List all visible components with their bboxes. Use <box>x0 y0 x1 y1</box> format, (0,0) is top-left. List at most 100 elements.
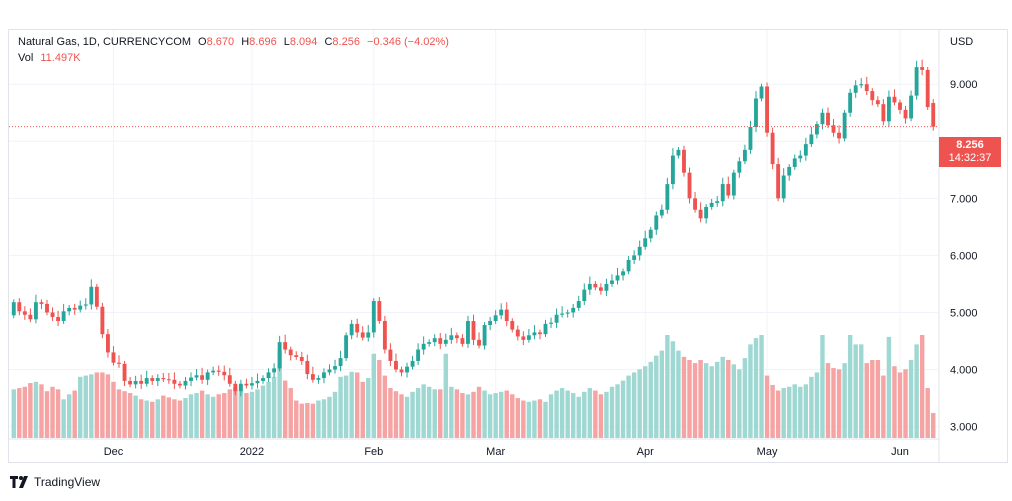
volume-bar <box>781 388 786 438</box>
tradingview-logo[interactable]: TradingView <box>10 475 100 489</box>
volume-bar <box>205 394 210 438</box>
volume-bar <box>537 399 543 438</box>
candle-body <box>161 378 166 380</box>
candle-body <box>682 149 686 173</box>
candle-body <box>200 375 205 380</box>
candle-body <box>892 96 897 103</box>
candle-body <box>310 374 315 380</box>
candle-body <box>521 336 526 340</box>
volume-bar <box>366 378 371 438</box>
candle-body <box>327 369 332 373</box>
volume-bar <box>210 396 216 438</box>
candle-body <box>394 360 398 370</box>
candle-body <box>255 380 260 384</box>
candle-body <box>920 67 925 70</box>
volume-bar <box>83 375 88 438</box>
volume-bar <box>809 376 814 438</box>
candle-body <box>189 377 193 381</box>
y-tick-label: 4.000 <box>950 365 978 377</box>
volume-bar <box>864 363 869 438</box>
volume-bar <box>199 390 205 438</box>
volume-bar <box>155 399 160 438</box>
volume-bar <box>892 366 897 438</box>
volume-bar <box>105 374 111 438</box>
x-tick-label: Dec <box>104 446 124 458</box>
candle-body <box>216 370 221 372</box>
candle-body <box>405 366 409 373</box>
candle-body <box>831 125 836 133</box>
volume-bar <box>559 388 565 438</box>
tradingview-logo-icon <box>10 476 28 488</box>
candle-body <box>765 86 770 133</box>
volume-bar <box>310 403 316 438</box>
high-label: H <box>241 36 250 48</box>
candle-body <box>133 380 138 385</box>
y-tick-label: 5.000 <box>950 307 978 319</box>
volume-bar <box>515 398 521 438</box>
volume-bar <box>111 381 116 438</box>
candle-body <box>803 144 808 156</box>
volume-bar <box>426 386 432 438</box>
volume-bar <box>798 386 803 438</box>
candle-body <box>305 360 310 375</box>
volume-bar <box>50 386 55 438</box>
candle-body <box>416 349 421 361</box>
candle-body <box>720 184 725 202</box>
x-tick-label: Jun <box>891 446 909 458</box>
candle-body <box>665 184 670 210</box>
volume-bar <box>377 359 382 438</box>
candle-body <box>45 303 49 313</box>
candle-body <box>715 201 720 203</box>
currency-label: USD <box>950 36 973 48</box>
candle-body <box>155 378 160 381</box>
volume-bar <box>759 335 764 438</box>
candle-body <box>349 323 354 336</box>
low-value: 8.094 <box>289 36 318 48</box>
candle-body <box>388 349 393 361</box>
x-tick-label: 2022 <box>240 446 264 458</box>
volume-bar <box>305 403 310 438</box>
candle-body <box>238 383 243 392</box>
candle-body <box>205 372 210 380</box>
volume-bar <box>548 394 554 438</box>
candle-body <box>621 271 625 276</box>
volume-bar <box>238 390 244 438</box>
candle-body <box>781 175 786 199</box>
candle-body <box>56 317 61 322</box>
candle-body <box>105 334 110 353</box>
volume-bar <box>100 372 105 438</box>
candle-body <box>443 339 448 344</box>
last-price-value: 8.256 <box>956 139 984 151</box>
volume-bar <box>11 389 16 438</box>
candle-body <box>881 104 886 122</box>
candle-body <box>410 360 415 367</box>
candle-body <box>67 307 72 312</box>
volume-bar <box>471 391 476 438</box>
candle-body <box>853 85 858 93</box>
volume-bar <box>770 384 775 438</box>
y-tick-label: 9.000 <box>950 79 978 91</box>
candle-body <box>438 338 443 344</box>
candle-body <box>233 383 238 392</box>
candle-body <box>128 380 133 385</box>
candle-body <box>543 323 548 335</box>
volume-bar <box>249 391 255 438</box>
candle-body <box>78 305 83 310</box>
volume-bar <box>244 393 249 438</box>
candle-body <box>598 287 603 291</box>
candle-body <box>693 198 697 210</box>
x-tick-label: Feb <box>364 446 383 458</box>
candle-body <box>532 332 537 336</box>
volume-bar <box>615 384 620 438</box>
volume-bar <box>460 393 465 438</box>
candle-body <box>687 172 692 199</box>
candle-body <box>222 371 227 376</box>
vol-label: Vol <box>18 52 34 64</box>
candle-body <box>549 322 553 324</box>
volume-bar <box>565 390 570 438</box>
candle-body <box>565 312 570 314</box>
volume-bar <box>166 397 172 438</box>
candle-body <box>837 132 842 139</box>
candle-body <box>886 96 891 122</box>
